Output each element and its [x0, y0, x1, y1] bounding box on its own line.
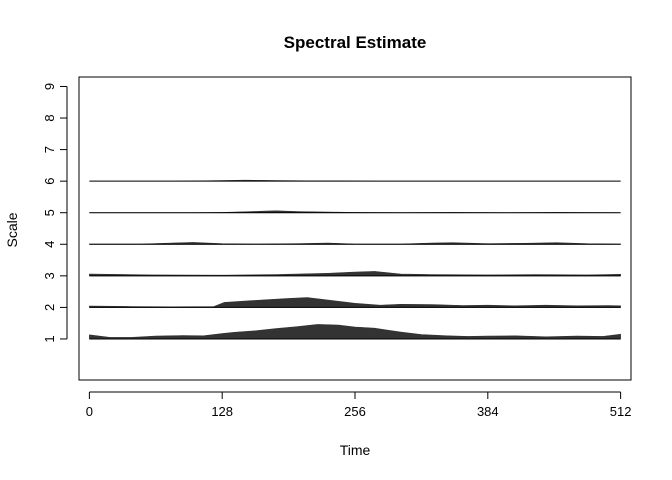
x-axis: 0 128 256 384 512: [86, 391, 632, 419]
y-axis: 1 2 3 4 5 6 7 8 9: [42, 83, 68, 343]
x-axis-label: Time: [340, 442, 371, 458]
plot-frame: [78, 76, 632, 381]
y-tick-label: 3: [42, 272, 57, 279]
y-tick-label: 6: [42, 178, 57, 185]
y-tick-label: 9: [42, 83, 57, 90]
x-tick-label: 128: [211, 404, 233, 419]
y-tick-label: 5: [42, 209, 57, 216]
y-tick-label: 4: [42, 241, 57, 248]
series-layer: [89, 179, 621, 340]
scale-1-energy-area: [89, 324, 621, 340]
x-tick-label: 384: [477, 404, 499, 419]
y-tick-label: 2: [42, 304, 57, 311]
chart-title: Spectral Estimate: [284, 33, 427, 52]
scale-3-energy-area: [89, 271, 621, 277]
x-tick-label: 512: [610, 404, 632, 419]
y-tick-label: 7: [42, 146, 57, 153]
y-axis-label: Scale: [4, 212, 20, 247]
x-tick-label: 256: [344, 404, 366, 419]
y-tick-label: 1: [42, 335, 57, 342]
scale-2-energy-area: [89, 297, 621, 308]
x-tick-label: 0: [86, 404, 93, 419]
y-tick-label: 8: [42, 114, 57, 121]
